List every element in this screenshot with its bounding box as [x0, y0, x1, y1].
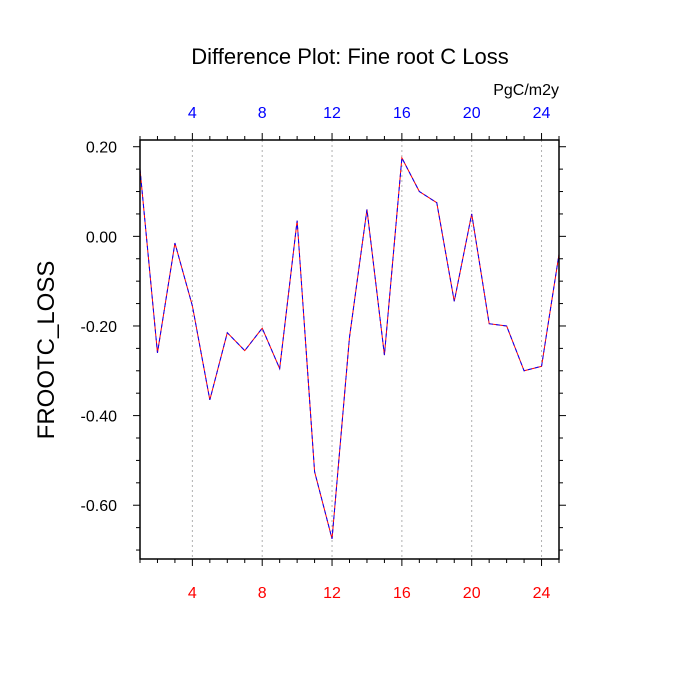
x-tick-label-top: 20	[463, 105, 481, 122]
x-tick-label-bottom: 24	[533, 585, 551, 602]
grid-lines	[191, 140, 543, 559]
x-tick-label-top: 12	[323, 105, 341, 122]
plot-frame-border	[139, 139, 560, 560]
y-axis-label: FROOTC_LOSS	[33, 261, 60, 440]
x-tick-label-top: 24	[533, 105, 551, 122]
axis-ticks	[133, 133, 566, 566]
series-lines	[139, 156, 560, 539]
x-tick-label-top: 16	[393, 105, 411, 122]
y-tick-label: 0.20	[86, 140, 117, 157]
chart-title: Difference Plot: Fine root C Loss	[191, 44, 509, 69]
x-tick-label-bottom: 16	[393, 585, 411, 602]
y-tick-label: 0.00	[86, 229, 117, 246]
x-tick-label-top: 4	[188, 105, 197, 122]
x-tick-label-bottom: 8	[258, 585, 267, 602]
tick-labels: 4 4 8 8 12 12 16 16 20 20 24 24 0.20 0.00 -0.20 -0.40 -0…	[81, 105, 551, 602]
x-tick-label-bottom: 20	[463, 585, 481, 602]
y-tick-label: -0.40	[81, 409, 118, 426]
series-line-blue	[139, 156, 560, 539]
series-line-red	[139, 156, 560, 539]
x-tick-label-bottom: 12	[323, 585, 341, 602]
x-tick-label-top: 8	[258, 105, 267, 122]
y-tick-label: -0.60	[81, 498, 118, 515]
plot-frame	[139, 139, 560, 560]
x-tick-label-bottom: 4	[188, 585, 197, 602]
y-tick-label: -0.20	[81, 319, 118, 336]
units-label: PgC/m2y	[493, 82, 559, 99]
